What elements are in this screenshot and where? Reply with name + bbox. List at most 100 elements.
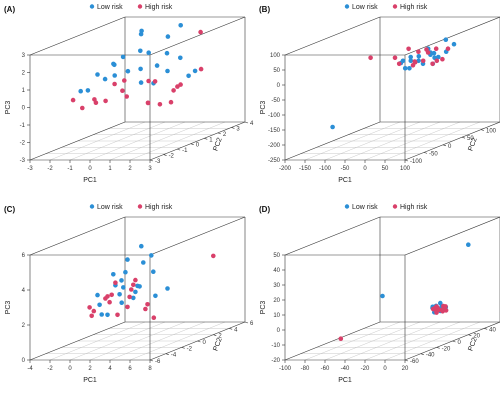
y-tick-mark [217,132,221,135]
box-edge [404,16,500,56]
x-tick-label: -4 [27,366,33,372]
low-risk-point [151,269,156,274]
high-risk-point [151,315,157,320]
y-tick-label: -2 [169,154,175,160]
low-risk-point [165,34,171,39]
low-risk-point [380,293,385,299]
y-tick-mark [244,321,249,324]
y-tick-mark [149,159,154,162]
z-tick-label: 20 [273,298,280,304]
low-risk-point [112,73,117,78]
x-tick-label: -80 [301,366,310,372]
y-tick-mark [231,127,235,129]
y-tick-mark [204,138,208,140]
z-tick-label: -200 [268,143,281,149]
legend-marker-low [344,204,350,209]
legend-marker-high [392,204,398,209]
box-edge [149,216,246,256]
high-risk-point [416,49,421,54]
low-risk-point [131,295,136,301]
low-risk-point [121,285,126,290]
z-tick-label: -10 [271,343,280,349]
x-tick-label: 4 [108,366,112,372]
y-tick-label: 0 [196,143,200,149]
high-risk-point [430,61,435,67]
x-tick-label: -100 [279,366,292,372]
y-tick-label: 2 [223,132,227,138]
low-risk-point [102,76,108,82]
box-edge [29,121,126,161]
z-tick-label: 0 [22,358,26,364]
low-risk-point [95,72,100,77]
y-tick-label: 40 [489,327,496,333]
high-risk-point [115,312,120,318]
x-axis-label: PC1 [83,177,97,184]
z-tick-label: 0 [277,328,281,334]
high-risk-point [396,61,402,67]
y-tick-label: -3 [155,159,161,165]
high-risk-point [92,97,97,102]
y-tick-label: -50 [429,151,438,157]
x-tick-label: -60 [321,366,330,372]
x-tick-label: 2 [88,366,92,372]
y-tick-label: -2 [187,346,193,352]
y-tick-mark [423,152,428,154]
low-risk-point [164,50,170,56]
x-tick-label: 1 [108,166,112,172]
legend-label-low: Low risk [97,204,123,211]
low-risk-point [138,80,144,85]
low-risk-point [186,73,191,79]
low-risk-point [137,284,142,289]
z-tick-label: 10 [273,313,280,319]
box-edge [284,121,381,161]
x-tick-label: 8 [148,366,152,372]
low-risk-point [111,272,116,277]
high-risk-point [168,99,174,105]
z-axis-label: PC3 [5,101,12,115]
high-risk-point [412,59,417,64]
low-risk-point [119,278,124,283]
high-risk-point [178,82,183,87]
high-risk-point [434,304,439,309]
x-tick-label: -50 [341,166,350,172]
y-tick-label: 0 [203,340,207,346]
legend-marker-low [344,4,350,9]
high-risk-point [103,296,108,301]
low-risk-point [139,28,144,34]
y-tick-label: -60 [410,359,419,365]
high-risk-point [112,81,117,87]
high-risk-point [392,55,398,61]
z-tick-label: 2 [22,71,26,77]
low-risk-point [99,312,104,317]
z-tick-label: -250 [268,158,281,164]
high-risk-point [107,299,112,305]
y-tick-label: 4 [234,327,238,333]
high-risk-point [127,294,132,300]
y-axis-label: PC2 [467,337,478,352]
y-tick-mark [452,340,456,343]
z-tick-label: 0 [22,106,26,112]
x-tick-label: -200 [279,166,292,172]
z-tick-label: 1 [22,88,26,94]
high-risk-point [424,47,429,52]
low-risk-point [436,54,441,60]
y-tick-mark [244,121,249,124]
high-risk-point [146,78,151,84]
high-risk-point [152,79,158,84]
z-tick-label: -20 [271,358,280,364]
z-tick-label: 4 [22,288,26,294]
x-axis-label: PC1 [338,177,352,184]
x-tick-label: -3 [27,166,33,172]
low-risk-point [85,88,91,93]
high-risk-point [198,66,204,72]
low-risk-point [125,68,131,74]
y-tick-mark [468,334,472,336]
high-risk-point [120,88,125,93]
y-tick-label: 1 [209,137,213,143]
high-risk-point [406,46,411,52]
high-risk-point [145,100,151,106]
low-risk-point [125,257,130,262]
chart-panel-4: (D) Low risk High risk-100 -80 -60 -40 -20 0 20-… [259,204,500,384]
x-tick-label: 2 [128,166,132,172]
high-risk-point [430,306,436,312]
